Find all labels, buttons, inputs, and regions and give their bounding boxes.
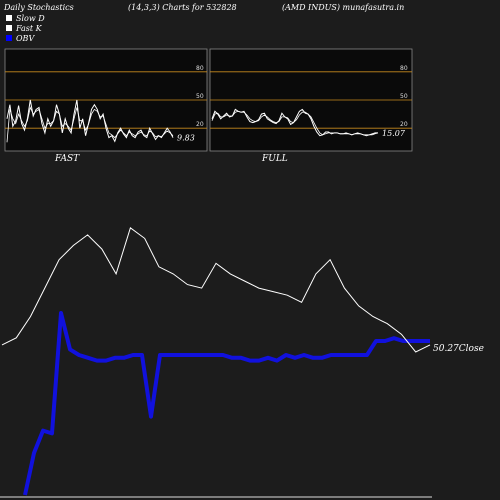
chart-title-right: (AMD INDUS) munafasutra.in [282, 3, 405, 12]
legend-label-fast-k: Fast K [16, 23, 42, 33]
legend-label-obv: OBV [16, 33, 35, 43]
fast-panel-label: FAST [55, 154, 80, 164]
legend-swatch-obv [6, 35, 12, 41]
legend-item-obv: OBV [6, 33, 45, 43]
price-series-line [1, 226, 431, 353]
legend-swatch-fast-k [6, 25, 12, 31]
full-series-line-1 [211, 110, 379, 136]
fast-tick-80: 80 [196, 65, 204, 72]
close-value-label: 50.27Close [433, 344, 484, 354]
full-tick-20: 20 [400, 121, 408, 128]
fast-series-line-1 [6, 106, 174, 143]
full-tick-80: 80 [400, 65, 408, 72]
legend-label-slow-d: Slow D [16, 13, 45, 23]
legend: Slow D Fast K OBV [6, 13, 45, 43]
fast-last-value-label: 9.83 [177, 134, 195, 143]
full-last-value-label: 15.07 [382, 129, 406, 138]
obv-series-line [23, 311, 430, 496]
full-tick-50: 50 [400, 93, 408, 100]
legend-item-slow-d: Slow D [6, 13, 45, 23]
chart-title-left: Daily Stochastics [4, 3, 74, 12]
fast-tick-20: 20 [196, 121, 204, 128]
legend-item-fast-k: Fast K [6, 23, 45, 33]
full-panel-label: FULL [262, 154, 288, 164]
chart-title-center: (14,3,3) Charts for 532828 [128, 3, 237, 12]
fast-tick-50: 50 [196, 93, 204, 100]
legend-swatch-slow-d [6, 15, 12, 21]
